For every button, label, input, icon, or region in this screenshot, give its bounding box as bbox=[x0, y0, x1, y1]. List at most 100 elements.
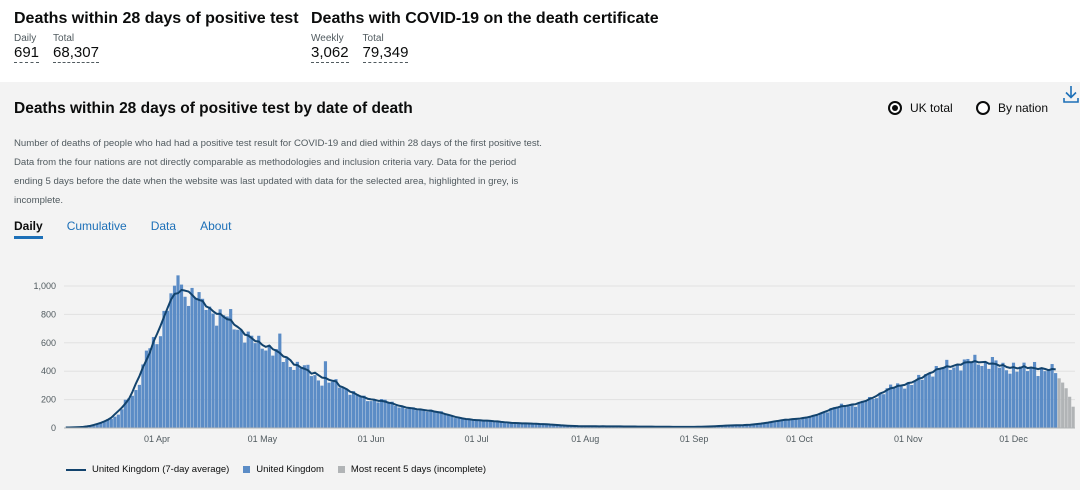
daily-bar bbox=[467, 418, 471, 428]
kpi-deaths-28-days: Deaths within 28 days of positive test D… bbox=[14, 10, 299, 63]
daily-bar bbox=[850, 404, 854, 428]
x-tick-label: 01 Sep bbox=[680, 434, 709, 444]
daily-bar bbox=[801, 418, 805, 428]
daily-bar bbox=[492, 421, 496, 428]
daily-bar bbox=[1001, 362, 1005, 428]
daily-bar bbox=[348, 394, 352, 428]
kpi-death-certificate: Deaths with COVID-19 on the death certif… bbox=[311, 10, 659, 63]
daily-bar bbox=[727, 425, 731, 428]
daily-bar bbox=[239, 330, 243, 428]
daily-bar bbox=[151, 337, 156, 428]
daily-bar bbox=[295, 361, 299, 428]
card-title: Deaths within 28 days of positive test b… bbox=[14, 100, 413, 117]
daily-bar bbox=[306, 364, 310, 428]
daily-bar bbox=[257, 335, 261, 428]
daily-bar bbox=[113, 416, 117, 428]
daily-bar bbox=[748, 425, 752, 428]
daily-bar bbox=[285, 358, 289, 428]
daily-bar bbox=[924, 374, 928, 428]
daily-bar bbox=[225, 316, 229, 428]
daily-bar bbox=[92, 426, 96, 428]
daily-bar bbox=[271, 355, 275, 428]
daily-bar bbox=[411, 407, 415, 428]
daily-bar bbox=[369, 401, 373, 428]
daily-bar bbox=[885, 388, 889, 428]
y-tick-label: 800 bbox=[41, 309, 56, 319]
x-tick-label: 01 Dec bbox=[999, 434, 1028, 444]
download-icon[interactable] bbox=[1062, 84, 1080, 104]
tab-about[interactable]: About bbox=[200, 219, 232, 233]
daily-bar bbox=[931, 376, 935, 428]
daily-bar bbox=[762, 422, 766, 428]
x-tick-label: 01 Nov bbox=[894, 434, 923, 444]
daily-bar bbox=[204, 309, 208, 428]
kpi-value[interactable]: 79,349 bbox=[362, 44, 409, 63]
daily-bar bbox=[906, 382, 910, 428]
daily-bar bbox=[190, 287, 194, 428]
daily-bar bbox=[373, 399, 377, 428]
daily-bar bbox=[1036, 376, 1040, 428]
daily-bar bbox=[351, 391, 356, 428]
daily-bar bbox=[913, 380, 917, 428]
daily-bar bbox=[302, 365, 306, 428]
daily-bar bbox=[158, 336, 163, 428]
kpi-value[interactable]: 3,062 bbox=[311, 44, 349, 63]
x-tick-label: 01 Apr bbox=[144, 434, 170, 444]
radio-label: UK total bbox=[910, 101, 953, 115]
daily-bar bbox=[401, 406, 405, 428]
daily-bar bbox=[201, 298, 205, 428]
tab-data[interactable]: Data bbox=[150, 219, 177, 233]
daily-bar bbox=[896, 383, 900, 428]
daily-bar bbox=[334, 379, 338, 428]
daily-bar bbox=[169, 293, 173, 428]
radio-checked-icon[interactable] bbox=[888, 101, 902, 115]
daily-bar bbox=[495, 420, 500, 428]
kpi-value[interactable]: 691 bbox=[14, 44, 40, 63]
daily-bar bbox=[952, 367, 956, 428]
daily-bar bbox=[864, 401, 868, 428]
daily-bar bbox=[516, 422, 521, 428]
x-tick-label: 01 Oct bbox=[786, 434, 813, 444]
kpi-label: Daily bbox=[14, 33, 37, 44]
daily-bar bbox=[973, 354, 977, 428]
daily-bar bbox=[994, 360, 998, 428]
daily-bar bbox=[358, 397, 363, 428]
daily-bar bbox=[815, 415, 819, 428]
daily-bar bbox=[780, 419, 784, 428]
daily-bar bbox=[955, 364, 959, 428]
legend-item-average: United Kingdom (7-day average) bbox=[66, 464, 229, 475]
kpi-value[interactable]: 68,307 bbox=[53, 44, 99, 63]
daily-bar bbox=[839, 403, 844, 428]
daily-bar bbox=[787, 419, 791, 428]
daily-bar bbox=[253, 343, 257, 428]
daily-bar bbox=[299, 368, 303, 428]
daily-bar bbox=[474, 420, 478, 428]
radio-unchecked-icon[interactable] bbox=[976, 101, 990, 115]
incomplete-bar bbox=[1061, 382, 1065, 428]
daily-bar bbox=[990, 357, 995, 428]
daily-bar bbox=[1047, 369, 1051, 428]
daily-bar bbox=[365, 401, 370, 428]
daily-bar bbox=[808, 417, 812, 428]
tab-daily[interactable]: Daily bbox=[14, 219, 43, 239]
daily-bar bbox=[162, 310, 166, 428]
daily-bar bbox=[278, 333, 282, 428]
daily-bar bbox=[741, 425, 745, 428]
daily-bar bbox=[889, 384, 893, 428]
daily-bar bbox=[387, 402, 391, 428]
kpi-label: Total bbox=[362, 33, 384, 44]
daily-bar bbox=[910, 385, 914, 428]
daily-bar bbox=[759, 423, 763, 428]
tab-cumulative[interactable]: Cumulative bbox=[66, 219, 127, 233]
daily-bar bbox=[481, 421, 485, 428]
radio-by-nation[interactable]: By nation bbox=[976, 101, 1048, 115]
daily-bar bbox=[520, 423, 524, 428]
daily-bar bbox=[976, 364, 980, 428]
daily-bar bbox=[425, 411, 429, 428]
daily-bar bbox=[569, 425, 573, 428]
radio-uk-total[interactable]: UK total bbox=[888, 101, 953, 115]
y-tick-label: 0 bbox=[51, 423, 56, 433]
daily-bar bbox=[383, 399, 387, 428]
daily-bar bbox=[745, 425, 749, 428]
daily-bar bbox=[1054, 373, 1058, 428]
